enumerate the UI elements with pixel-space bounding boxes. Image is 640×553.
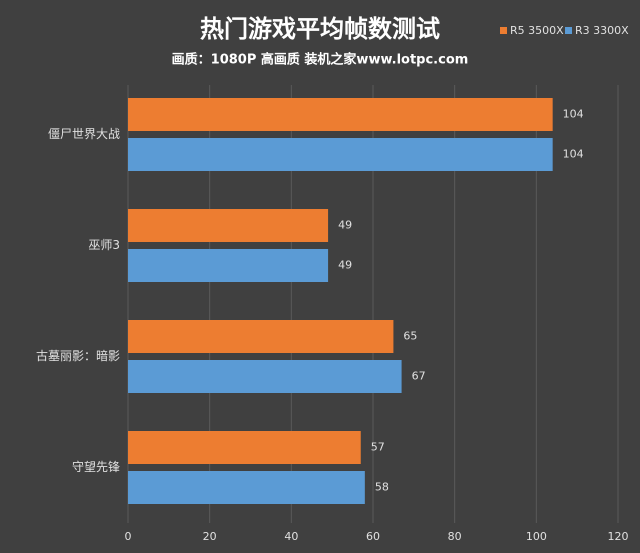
data-label: 58 [375, 481, 389, 494]
bar [128, 98, 553, 131]
x-tick-label: 0 [125, 530, 132, 543]
x-tick-label: 40 [284, 530, 298, 543]
data-label: 67 [412, 370, 426, 383]
data-label: 49 [338, 259, 352, 272]
legend-swatch [565, 27, 572, 34]
bar [128, 138, 553, 171]
x-tick-label: 20 [203, 530, 217, 543]
bar [128, 209, 329, 242]
bar [128, 249, 329, 282]
y-tick-label: 僵尸世界大战 [48, 127, 120, 141]
x-tick-label: 100 [526, 530, 547, 543]
y-tick-label: 巫师3 [88, 238, 120, 252]
x-tick-label: 80 [448, 530, 462, 543]
x-tick-label: 120 [608, 530, 629, 543]
data-label: 104 [563, 148, 584, 161]
y-tick-label: 守望先锋 [72, 460, 120, 474]
bar [128, 431, 361, 464]
data-label: 49 [338, 219, 352, 232]
chart-title: 热门游戏平均帧数测试 [200, 15, 440, 43]
bar [128, 360, 402, 393]
data-label: 65 [403, 330, 417, 343]
chart-subtitle: 画质：1080P 高画质 装机之家www.lotpc.com [172, 52, 469, 68]
data-label: 57 [371, 441, 385, 454]
bar [128, 320, 394, 353]
data-label: 104 [563, 108, 584, 121]
legend-swatch [500, 27, 507, 34]
legend-label: R3 3300X [575, 24, 629, 37]
x-tick-label: 60 [366, 530, 380, 543]
legend-label: R5 3500X [510, 24, 564, 37]
y-tick-label: 古墓丽影：暗影 [36, 348, 120, 363]
bar [128, 471, 365, 504]
